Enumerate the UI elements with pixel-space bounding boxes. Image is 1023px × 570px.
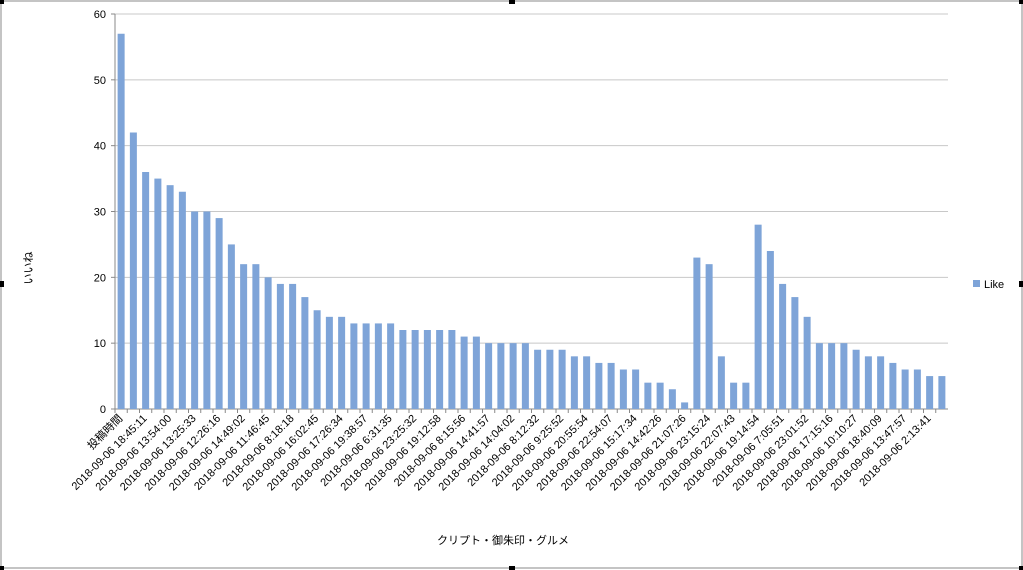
legend-swatch (973, 280, 980, 287)
bar (289, 283, 297, 409)
bar (374, 323, 382, 409)
bar (852, 349, 860, 409)
bar (619, 369, 627, 409)
bar (448, 330, 456, 409)
bar (693, 257, 701, 409)
bar (325, 316, 333, 409)
bar (901, 369, 909, 409)
y-tick-label: 0 (100, 404, 106, 416)
bar (815, 343, 823, 409)
x-axis-title: クリプト・御朱印・グルメ (437, 533, 569, 547)
bar (387, 323, 395, 409)
bar (264, 277, 272, 409)
bar (546, 349, 554, 409)
bar (191, 211, 199, 409)
bar (521, 343, 529, 409)
bar (252, 264, 260, 409)
bar (803, 316, 811, 409)
bar (509, 343, 517, 409)
bar (864, 356, 872, 409)
bar (889, 362, 897, 409)
bar (681, 402, 689, 409)
bar (142, 172, 150, 409)
bar (399, 330, 407, 409)
bar (632, 369, 640, 409)
bar (534, 349, 542, 409)
y-tick-label: 60 (94, 9, 106, 21)
bar (766, 251, 774, 409)
bar (754, 224, 762, 409)
bar (607, 362, 615, 409)
y-axis-title: いいね (22, 252, 35, 285)
bar (485, 343, 493, 409)
bar (154, 178, 162, 409)
bar (644, 382, 652, 409)
bar (938, 376, 946, 409)
y-tick-label: 40 (94, 141, 106, 153)
bar (791, 297, 799, 409)
bar (840, 343, 848, 409)
bar (350, 323, 358, 409)
bar (730, 382, 738, 409)
bar (313, 310, 321, 409)
y-tick-label: 30 (94, 207, 106, 219)
y-tick-label: 50 (94, 75, 106, 87)
bar (570, 356, 578, 409)
bar (583, 356, 591, 409)
bar (240, 264, 248, 409)
bar (178, 191, 186, 409)
bar (717, 356, 725, 409)
y-tick-label: 10 (94, 338, 106, 350)
bar (301, 297, 309, 409)
bar (828, 343, 836, 409)
bar (705, 264, 713, 409)
legend-label: Like (984, 279, 1004, 291)
bar (742, 382, 750, 409)
bar (472, 336, 480, 409)
bar (362, 323, 370, 409)
bar (913, 369, 921, 409)
bar (129, 132, 137, 409)
bar (215, 218, 223, 409)
bar (411, 330, 419, 409)
bar (668, 389, 676, 409)
bar (558, 349, 566, 409)
bar (276, 283, 284, 409)
bar (203, 211, 211, 409)
bar (338, 316, 346, 409)
bar (227, 244, 235, 409)
bar (460, 336, 468, 409)
bar (497, 343, 505, 409)
bar (595, 362, 603, 409)
bar (436, 330, 444, 409)
bar (926, 376, 934, 409)
bar (423, 330, 431, 409)
bar (656, 382, 664, 409)
bar (166, 185, 174, 409)
y-tick-label: 20 (94, 272, 106, 284)
bar (779, 283, 787, 409)
bar (117, 33, 125, 409)
bar (877, 356, 885, 409)
